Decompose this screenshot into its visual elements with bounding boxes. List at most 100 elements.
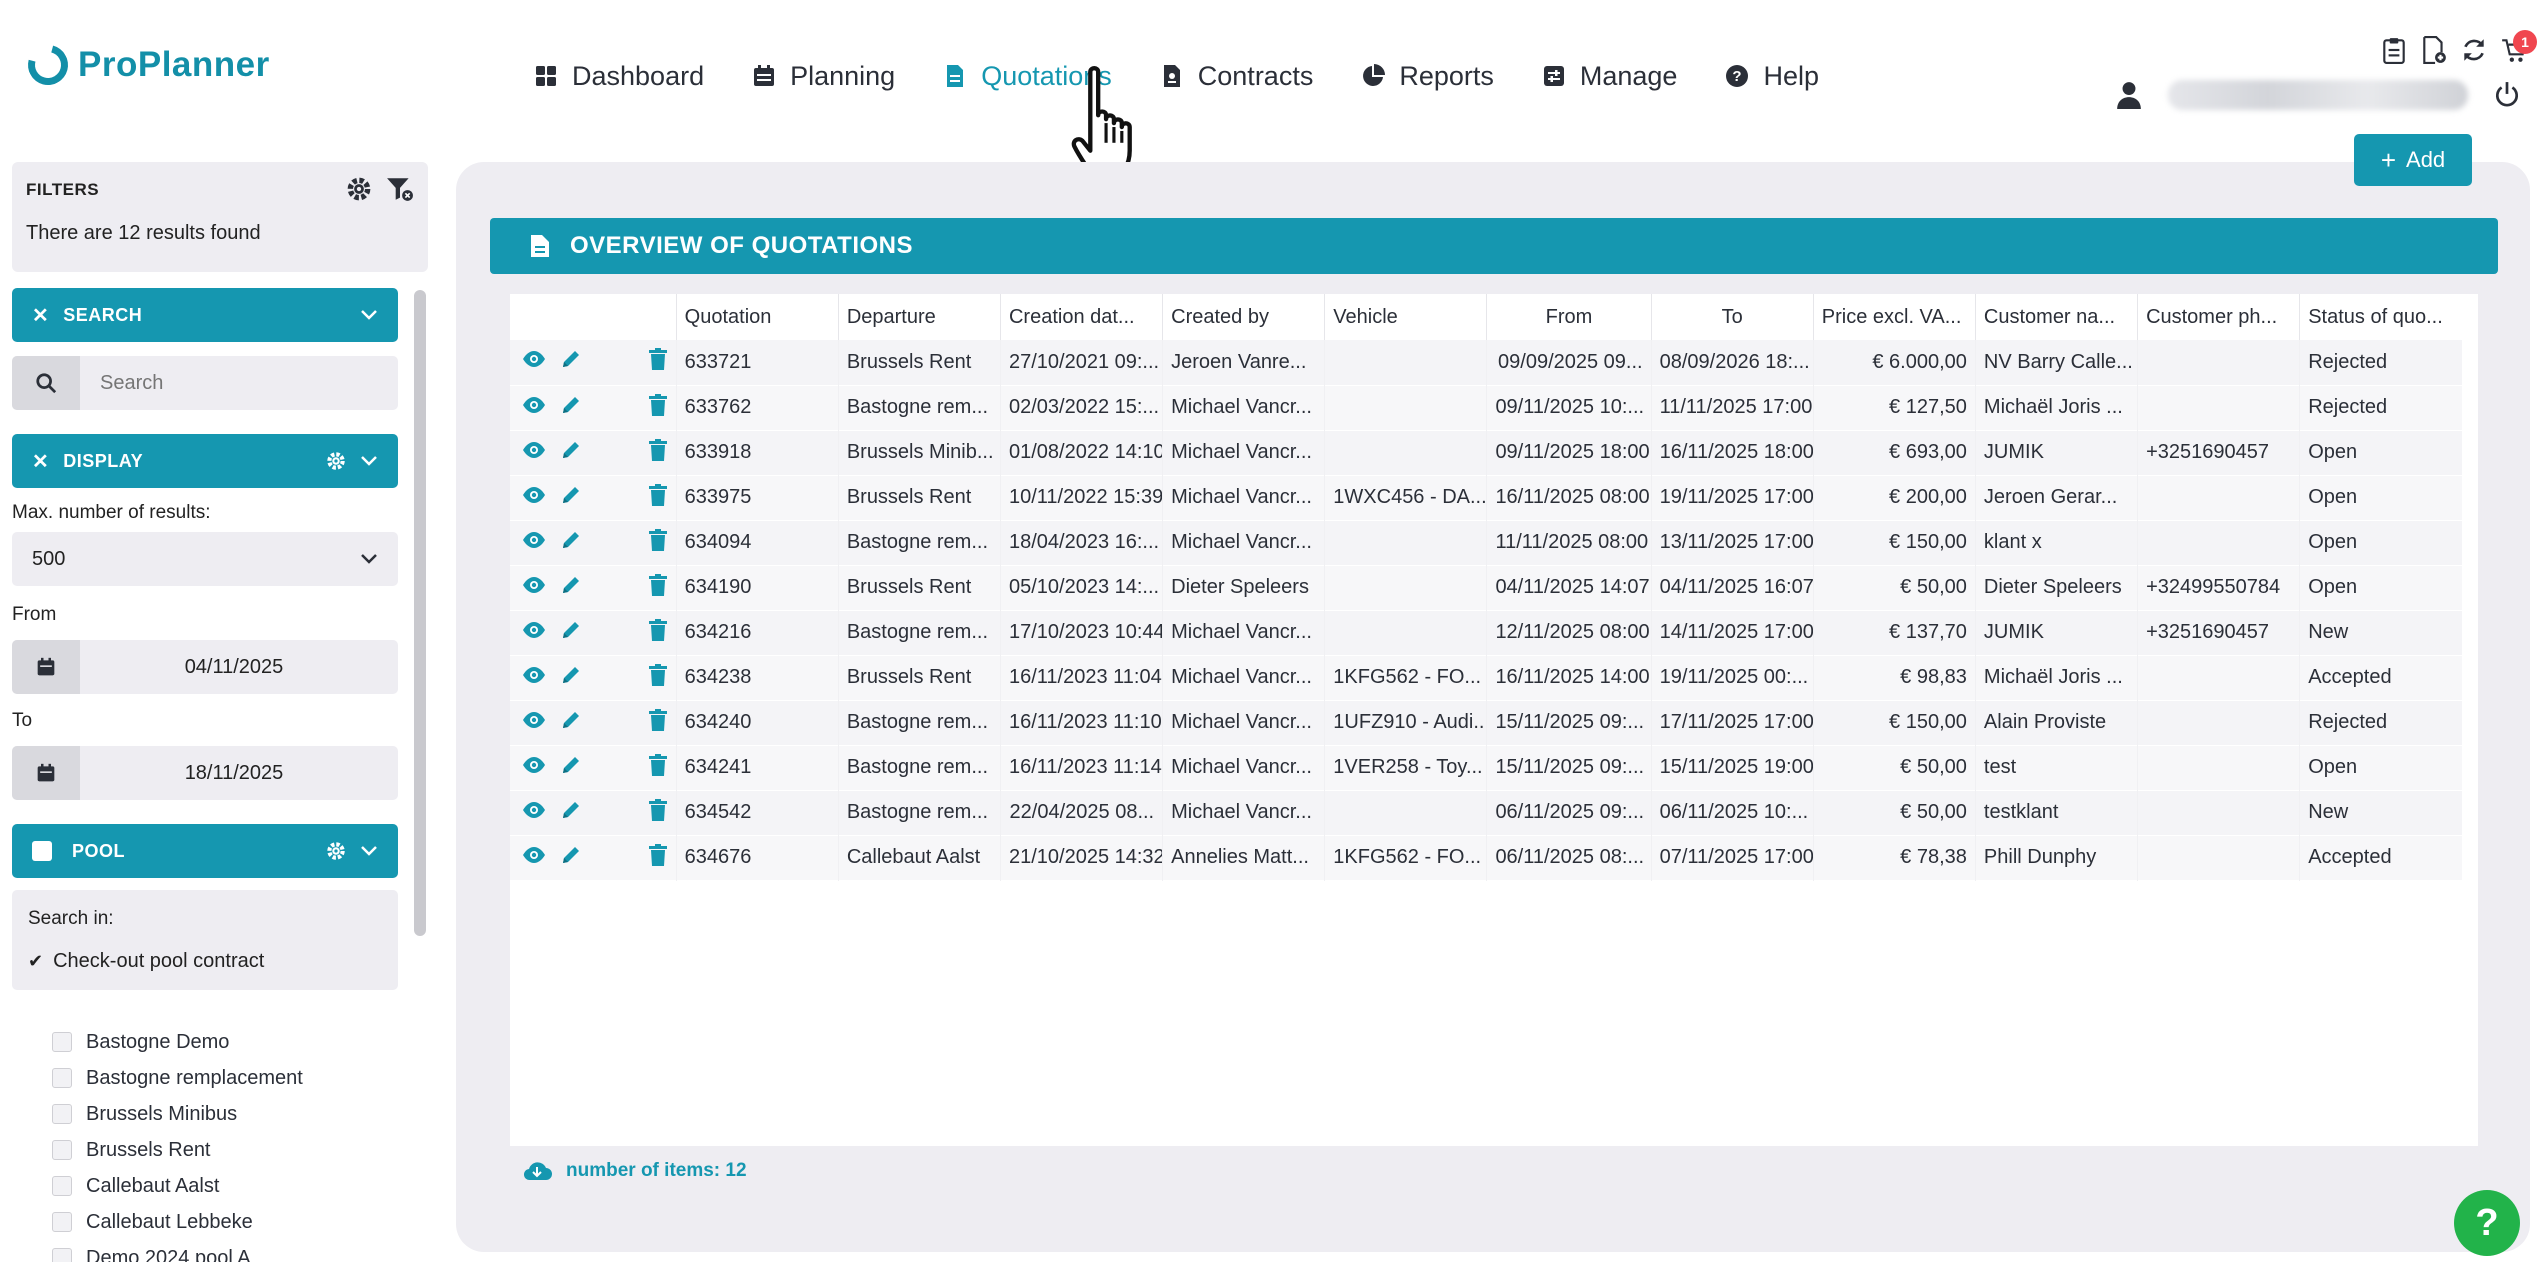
table-row[interactable]: 634240 Bastogne rem... 16/11/2023 11:10 Mic… [510, 700, 2462, 745]
eye-icon[interactable] [522, 531, 546, 555]
pool-select-all-checkbox[interactable] [32, 841, 52, 861]
trash-icon[interactable] [648, 798, 668, 827]
check-icon[interactable]: ✔ [28, 951, 44, 971]
pencil-icon[interactable] [560, 844, 582, 872]
column-header[interactable]: To [1650, 294, 1814, 340]
trash-icon[interactable] [648, 393, 668, 422]
app-logo[interactable]: ProPlanner [20, 37, 270, 93]
trash-icon[interactable] [648, 618, 668, 647]
trash-icon[interactable] [648, 438, 668, 467]
eye-icon[interactable] [522, 756, 546, 780]
column-header[interactable]: Price excl. VA... [1812, 294, 1976, 340]
nav-planning[interactable]: Planning [752, 61, 895, 92]
column-header[interactable]: Customer ph... [2137, 294, 2300, 340]
table-row[interactable]: 633762 Bastogne rem... 02/03/2022 15:... Mi… [510, 385, 2462, 430]
search-button[interactable] [12, 356, 80, 410]
column-header[interactable]: From [1486, 294, 1652, 340]
max-results-select[interactable]: 500 [12, 532, 398, 586]
table-row[interactable]: 633975 Brussels Rent 10/11/2022 15:39 Micha… [510, 475, 2462, 520]
from-date-picker-button[interactable] [12, 640, 80, 694]
pool-checkbox[interactable] [52, 1248, 72, 1262]
close-icon[interactable]: ✕ [32, 304, 50, 327]
trash-icon[interactable] [648, 483, 668, 512]
trash-icon[interactable] [648, 573, 668, 602]
eye-icon[interactable] [522, 711, 546, 735]
nav-manage[interactable]: Manage [1542, 61, 1677, 92]
eye-icon[interactable] [522, 576, 546, 600]
pencil-icon[interactable] [560, 664, 582, 692]
table-row[interactable]: 633918 Brussels Minib... 01/08/2022 14:10 M… [510, 430, 2462, 475]
trash-icon[interactable] [648, 348, 668, 376]
eye-icon[interactable] [522, 486, 546, 510]
filter-clear-icon[interactable] [386, 176, 414, 202]
pencil-icon[interactable] [560, 574, 582, 602]
pool-checkbox[interactable] [52, 1032, 72, 1052]
add-button[interactable]: + Add [2354, 134, 2472, 186]
pencil-icon[interactable] [560, 754, 582, 782]
eye-icon[interactable] [522, 621, 546, 645]
pool-item[interactable]: Callebaut Lebbeke [52, 1204, 303, 1240]
column-header[interactable]: Quotation [675, 294, 839, 340]
pencil-icon[interactable] [560, 439, 582, 467]
pool-checkbox[interactable] [52, 1104, 72, 1124]
power-icon[interactable] [2494, 81, 2520, 109]
pool-item[interactable]: Brussels Rent [52, 1132, 303, 1168]
table-row[interactable]: 634190 Brussels Rent 05/10/2023 14:... Diet… [510, 565, 2462, 610]
search-input[interactable] [80, 356, 398, 410]
display-section-header[interactable]: ✕ DISPLAY [12, 434, 398, 488]
table-row[interactable]: 634238 Brussels Rent 16/11/2023 11:04 Micha… [510, 655, 2462, 700]
column-header[interactable]: Creation dat... [999, 294, 1163, 340]
nav-reports[interactable]: Reports [1361, 61, 1494, 92]
pool-item[interactable]: Demo 2024 pool A [52, 1240, 303, 1262]
eye-icon[interactable] [522, 396, 546, 420]
column-header[interactable]: Departure [837, 294, 1001, 340]
trash-icon[interactable] [648, 663, 668, 692]
table-row[interactable]: 634216 Bastogne rem... 17/10/2023 10:44 Mic… [510, 610, 2462, 655]
from-date-field[interactable]: 04/11/2025 [12, 640, 398, 694]
eye-icon[interactable] [522, 846, 546, 870]
to-date-field[interactable]: 18/11/2025 [12, 746, 398, 800]
eye-icon[interactable] [522, 441, 546, 465]
pool-checkbox[interactable] [52, 1068, 72, 1088]
nav-help[interactable]: ? Help [1725, 61, 1819, 92]
pool-item[interactable]: Brussels Minibus [52, 1096, 303, 1132]
table-row[interactable]: 634676 Callebaut Aalst 21/10/2025 14:32 Ann… [510, 835, 2462, 880]
pool-checkbox[interactable] [52, 1140, 72, 1160]
gear-icon[interactable] [346, 176, 372, 202]
column-header[interactable]: Status of quo... [2299, 294, 2462, 340]
help-chat-button[interactable]: ? [2454, 1190, 2520, 1256]
column-header[interactable]: Customer na... [1974, 294, 2138, 340]
table-row[interactable]: 634542 Bastogne rem... 22/04/2025 08... Mic… [510, 790, 2462, 835]
pool-section-header[interactable]: POOL [12, 824, 398, 878]
gear-icon[interactable] [326, 451, 346, 471]
clipboard-icon[interactable] [2381, 36, 2407, 64]
table-row[interactable]: 633721 Brussels Rent 27/10/2021 09:... Jero… [510, 340, 2462, 385]
table-row[interactable]: 634241 Bastogne rem... 16/11/2023 11:14 Mic… [510, 745, 2462, 790]
pool-checkbox[interactable] [52, 1212, 72, 1232]
pencil-icon[interactable] [560, 619, 582, 647]
pencil-icon[interactable] [560, 799, 582, 827]
trash-icon[interactable] [648, 708, 668, 737]
nav-dashboard[interactable]: Dashboard [534, 61, 704, 92]
table-row[interactable]: 634094 Bastogne rem... 18/04/2023 16:... Mi… [510, 520, 2462, 565]
trash-icon[interactable] [648, 843, 668, 872]
pool-item[interactable]: Bastogne Demo [52, 1024, 303, 1060]
eye-icon[interactable] [522, 350, 546, 374]
user-menu[interactable] [2116, 80, 2520, 110]
refresh-icon[interactable] [2461, 36, 2487, 64]
to-date-picker-button[interactable] [12, 746, 80, 800]
file-add-icon[interactable] [2421, 36, 2447, 64]
cart-icon[interactable]: 1 [2501, 30, 2537, 64]
checkout-pool-option[interactable]: ✔ Check-out pool contract [28, 950, 382, 973]
pencil-icon[interactable] [560, 394, 582, 422]
close-icon[interactable]: ✕ [32, 450, 50, 473]
eye-icon[interactable] [522, 666, 546, 690]
eye-icon[interactable] [522, 801, 546, 825]
pool-checkbox[interactable] [52, 1176, 72, 1196]
pool-item[interactable]: Bastogne remplacement [52, 1060, 303, 1096]
nav-contracts[interactable]: Contracts [1160, 61, 1313, 92]
search-section-header[interactable]: ✕ SEARCH [12, 288, 398, 342]
column-header[interactable]: Created by [1162, 294, 1325, 340]
pencil-icon[interactable] [560, 709, 582, 737]
pencil-icon[interactable] [560, 348, 582, 376]
